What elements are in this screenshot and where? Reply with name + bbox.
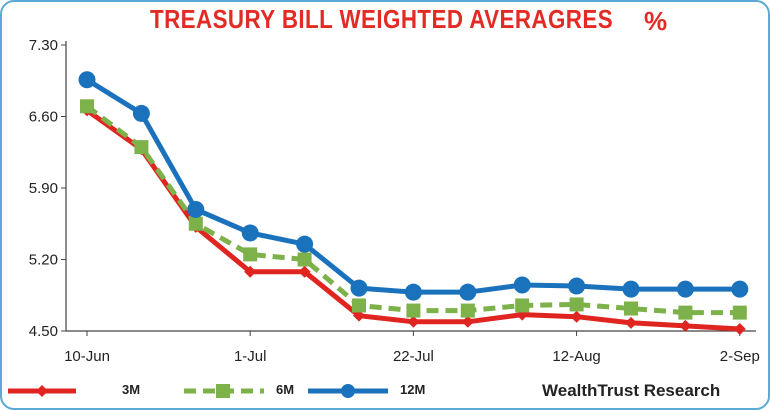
legend-swatch-3m xyxy=(8,385,76,397)
y-tick-label: 5.20 xyxy=(29,252,58,269)
data-point-3m xyxy=(461,315,474,328)
legend-item-6m: 6M xyxy=(180,377,330,405)
legend-item-3m: 3M xyxy=(4,377,154,405)
series-group xyxy=(78,71,749,335)
data-point-6m xyxy=(624,301,638,316)
x-tick-label: 22-Jul xyxy=(393,348,434,365)
data-point-6m xyxy=(732,305,747,320)
data-point-6m xyxy=(678,305,693,320)
data-point-6m xyxy=(352,298,366,313)
series-line-12m xyxy=(85,77,740,295)
data-point-3m xyxy=(353,309,365,322)
data-point-3m xyxy=(570,310,583,323)
data-point-12m xyxy=(676,280,694,298)
data-point-12m xyxy=(513,276,531,294)
y-tick-label: 5.90 xyxy=(29,180,58,197)
y-tick-label: 4.50 xyxy=(29,323,58,340)
data-point-3m xyxy=(679,319,692,332)
data-point-12m xyxy=(622,280,640,298)
legend-label-6m: 6M xyxy=(276,382,295,397)
source-credit: WealthTrust Research xyxy=(542,381,721,400)
series-6m xyxy=(80,99,747,320)
data-point-6m xyxy=(297,252,312,267)
x-tick-label: 12-Aug xyxy=(552,348,600,365)
x-tick-label: 2-Sep xyxy=(720,348,760,365)
square-marker xyxy=(216,384,230,398)
x-tick-label: 1-Jul xyxy=(234,348,267,365)
unit-label: % xyxy=(644,6,668,36)
data-point-12m xyxy=(350,279,368,297)
data-point-12m xyxy=(132,104,150,122)
data-point-3m xyxy=(733,322,746,335)
legend-item-12m: 12M xyxy=(304,377,454,405)
legend-label-12m: 12M xyxy=(400,382,426,397)
data-point-12m xyxy=(78,71,96,89)
diamond-marker xyxy=(36,385,48,397)
data-point-12m xyxy=(731,280,749,298)
data-point-6m xyxy=(134,140,149,155)
data-point-3m xyxy=(298,265,311,278)
tick-labels: 4.50 5.20 5.90 6.60 7.30 10-Jun 1-Jul 22-Jul 12-… xyxy=(29,37,760,365)
data-point-6m xyxy=(406,303,421,318)
series-12m xyxy=(78,71,749,301)
data-point-6m xyxy=(515,298,530,313)
legend-swatch-12m xyxy=(308,384,388,398)
data-point-6m xyxy=(80,99,94,114)
data-point-3m xyxy=(244,265,257,278)
legend: 3M 6M 12M xyxy=(0,377,770,405)
axes xyxy=(61,41,756,336)
y-tick-label: 7.30 xyxy=(29,37,58,54)
chart-title: TREASURY BILL WEIGHTED AVERAGRES xyxy=(150,4,614,34)
data-point-12m xyxy=(187,200,205,218)
data-point-3m xyxy=(407,315,420,328)
data-point-6m xyxy=(569,297,584,312)
series-line-6m xyxy=(85,104,740,316)
x-tick-label: 10-Jun xyxy=(64,348,110,365)
data-point-6m xyxy=(188,216,203,231)
data-point-12m xyxy=(568,277,586,295)
circle-marker xyxy=(341,384,355,398)
data-point-12m xyxy=(459,283,477,301)
data-point-6m xyxy=(460,303,475,318)
y-tick-label: 6.60 xyxy=(29,109,58,126)
data-point-3m xyxy=(625,316,637,329)
data-point-12m xyxy=(296,235,314,253)
data-point-12m xyxy=(241,224,259,242)
data-point-6m xyxy=(243,247,258,262)
legend-swatch-6m xyxy=(184,384,264,398)
legend-label-3m: 3M xyxy=(122,382,141,397)
data-point-12m xyxy=(404,283,422,301)
